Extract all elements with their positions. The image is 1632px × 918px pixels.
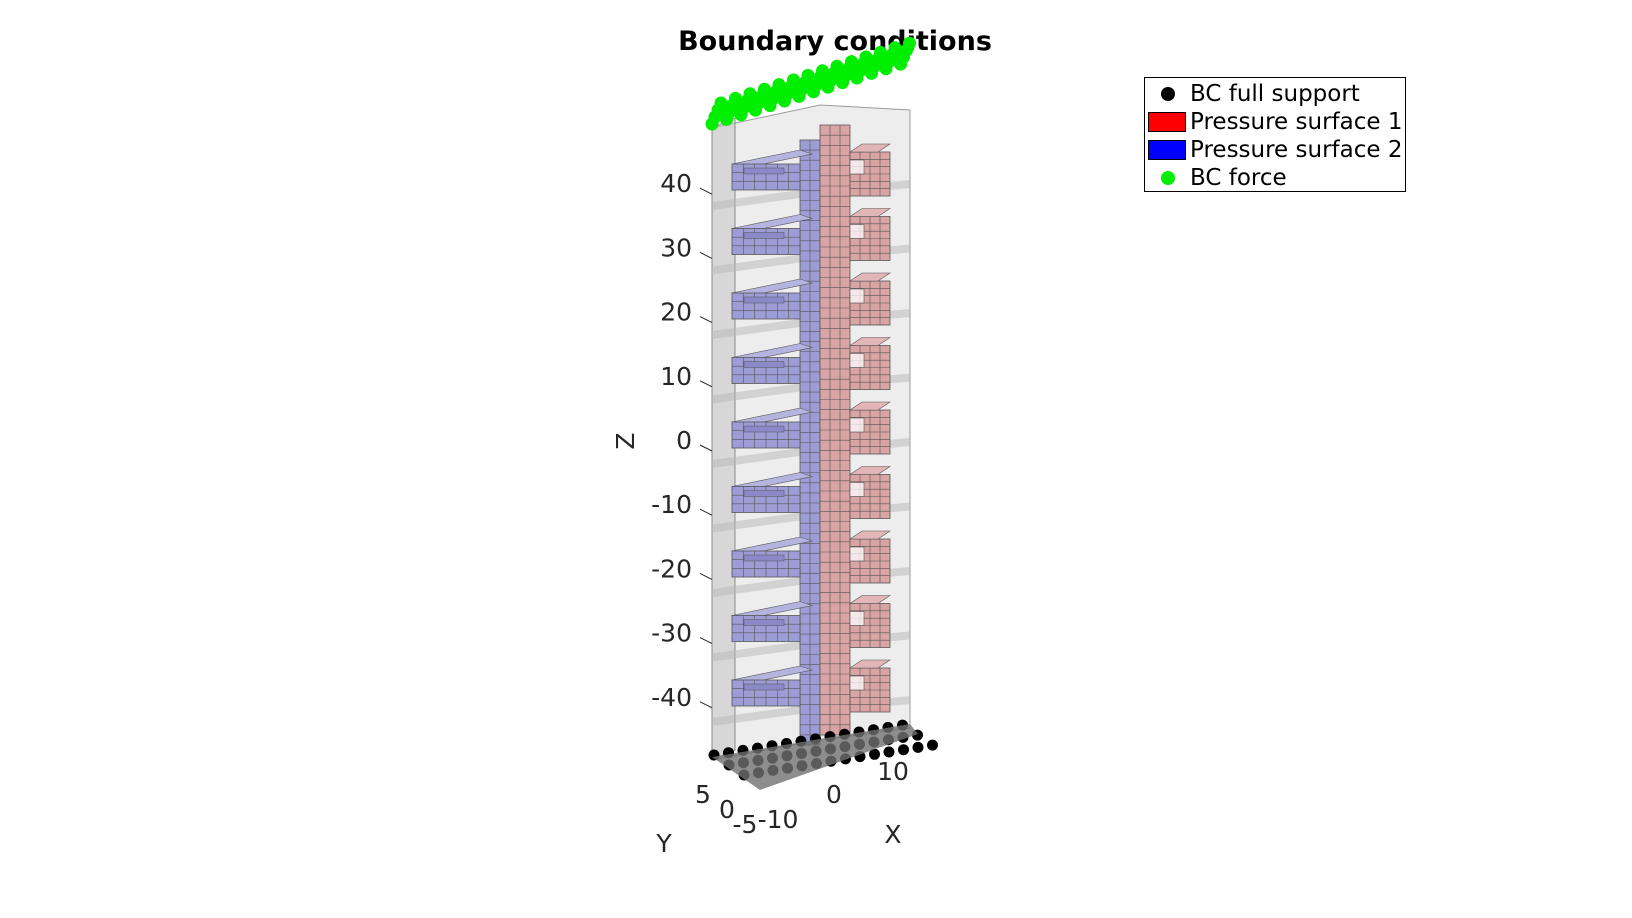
- x-tick-label: -10: [758, 805, 799, 834]
- bc-force-point: [801, 68, 815, 82]
- bc-force-points: [705, 36, 916, 131]
- z-tick: [699, 572, 713, 580]
- legend-label: Pressure surface 2: [1190, 137, 1403, 163]
- finger-red-slot: [849, 353, 865, 368]
- z-tick-label: -10: [651, 490, 692, 519]
- legend-marker-pressure-surface-1: [1148, 112, 1186, 132]
- finger-red-slot: [849, 224, 865, 239]
- bc-support-point: [912, 741, 924, 753]
- finger-red-slot: [849, 611, 865, 626]
- finger-blue-notch: [743, 683, 785, 691]
- bc-support-point: [869, 748, 880, 760]
- bc-force-point: [859, 50, 873, 64]
- z-tick-label: 30: [660, 233, 692, 262]
- bc-force-point: [830, 59, 844, 73]
- finger-blue-notch: [743, 554, 785, 562]
- finger-blue-notch: [743, 167, 785, 175]
- bc-force-point: [772, 78, 786, 92]
- z-tick: [699, 444, 713, 452]
- finger-blue-notch: [743, 232, 785, 239]
- finger-red-slot: [849, 546, 865, 562]
- pressure-surface-2-mesh: [730, 139, 821, 746]
- finger-blue-notch: [743, 619, 785, 626]
- legend-item-bc-full-support: BC full support: [1145, 80, 1405, 108]
- bc-force-point: [714, 96, 728, 110]
- legend-item-pressure-surface-2: Pressure surface 2: [1145, 136, 1405, 164]
- finger-red-top: [849, 272, 891, 282]
- y-tick-label: 5: [695, 780, 711, 809]
- z-tick-label: -20: [651, 554, 692, 583]
- z-tick-label: 20: [660, 298, 692, 327]
- z-tick: [699, 508, 713, 516]
- finger-red-top: [849, 401, 891, 411]
- finger-red-top: [849, 595, 891, 604]
- finger-red-top: [849, 530, 891, 540]
- finger-red-top: [849, 659, 891, 669]
- finger-red-top: [849, 337, 891, 346]
- bc-force-point: [787, 73, 800, 87]
- legend-label: Pressure surface 1: [1190, 109, 1403, 135]
- finger-red-slot: [849, 159, 865, 175]
- bc-force-point: [888, 41, 902, 55]
- bc-force-point: [758, 82, 771, 96]
- legend-marker-bc-full-support: [1161, 87, 1175, 101]
- finger-red-top: [849, 143, 891, 153]
- y-tick-label: -5: [733, 810, 758, 839]
- finger-red-slot: [849, 417, 865, 433]
- z-tick-label: -40: [651, 683, 692, 712]
- legend[interactable]: BC full support Pressure surface 1 Press…: [1144, 77, 1406, 192]
- z-tick: [699, 316, 713, 324]
- z-tick-label: 0: [676, 426, 692, 455]
- z-tick: [699, 251, 713, 259]
- y-tick-label: 0: [719, 795, 735, 824]
- finger-red-slot: [849, 675, 865, 691]
- z-axis-label: Z: [611, 432, 640, 449]
- z-tick: [699, 380, 713, 388]
- pressure-surface-1-mesh: [819, 124, 891, 736]
- bc-force-point: [816, 64, 829, 78]
- legend-item-bc-force: BC force: [1145, 164, 1405, 192]
- chart-title: Boundary conditions: [678, 26, 992, 57]
- bc-force-point: [729, 91, 742, 105]
- body-slab-side: [711, 117, 736, 761]
- legend-marker-bc-force: [1161, 171, 1175, 185]
- bc-force-point: [874, 45, 887, 59]
- support-base: [712, 724, 918, 790]
- finger-red-top: [849, 208, 891, 217]
- bc-support-point: [927, 739, 938, 751]
- legend-item-pressure-surface-1: Pressure surface 1: [1145, 108, 1405, 136]
- x-axis-label: X: [884, 820, 901, 849]
- finger-blue-notch: [743, 490, 785, 497]
- bc-force-point: [845, 55, 858, 69]
- bc-force-point: [903, 36, 916, 50]
- x-tick-label: 0: [826, 780, 842, 809]
- bc-support-points: [708, 719, 938, 790]
- z-tick-label: -30: [651, 619, 692, 648]
- finger-red-slot: [849, 482, 865, 497]
- z-tick-label: 10: [660, 362, 692, 391]
- bc-force-point: [743, 87, 757, 101]
- z-tick: [699, 701, 713, 709]
- z-tick: [699, 187, 713, 195]
- bc-support-point: [883, 746, 895, 758]
- finger-red-top: [849, 466, 891, 475]
- z-tick: [699, 637, 713, 645]
- legend-label: BC full support: [1190, 81, 1360, 107]
- legend-marker-pressure-surface-2: [1148, 140, 1186, 160]
- finger-blue-notch: [743, 425, 785, 433]
- y-axis-label: Y: [655, 829, 672, 858]
- z-tick-label: 40: [660, 169, 692, 198]
- finger-red-slot: [849, 288, 865, 304]
- finger-blue-notch: [743, 296, 785, 304]
- bc-support-point: [898, 744, 909, 756]
- x-tick-label: 10: [877, 757, 909, 786]
- finger-blue-notch: [743, 361, 785, 368]
- legend-label: BC force: [1190, 165, 1287, 191]
